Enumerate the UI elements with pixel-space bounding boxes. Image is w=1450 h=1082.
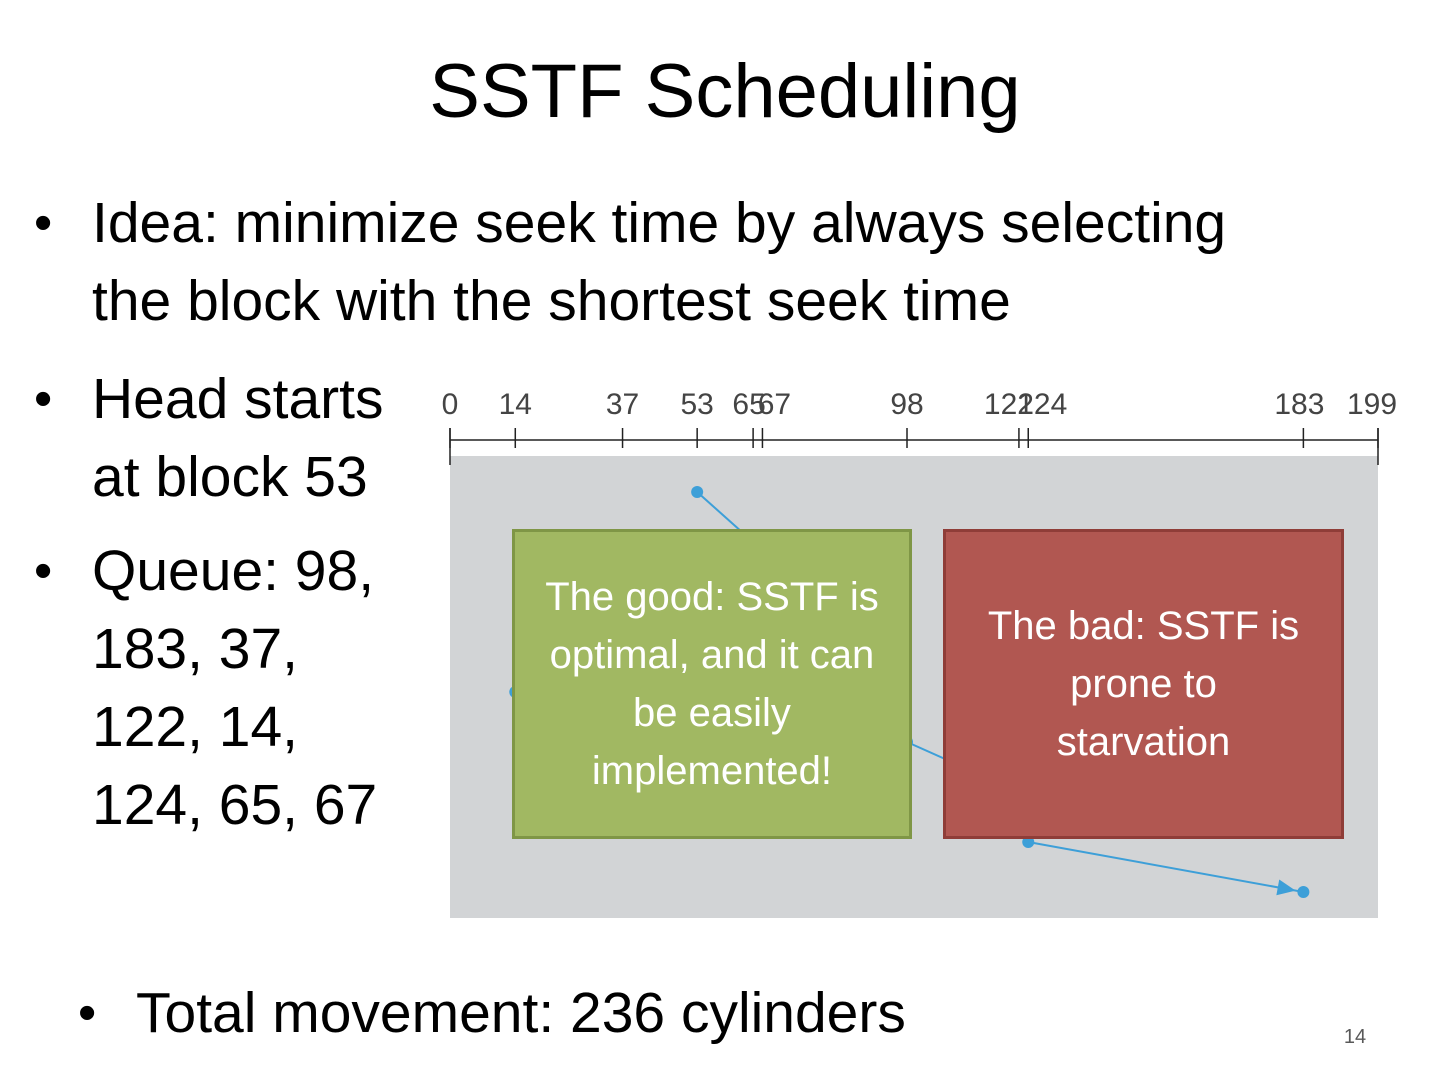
axis-tick-label-183: 183 xyxy=(1274,388,1324,421)
path-point-53 xyxy=(691,486,704,498)
bullet-queue-line-1: Queue: 98, xyxy=(92,539,375,603)
axis-tick-label-98: 98 xyxy=(890,388,923,421)
path-point-183 xyxy=(1297,886,1310,898)
callout-bad-line-3: starvation xyxy=(1056,720,1231,764)
bullet-idea: • Idea: minimize seek time by always sel… xyxy=(34,184,1392,340)
callout-bad: The bad: SSTF is prone to starvation xyxy=(943,529,1344,839)
bullet-idea-line-1: Idea: minimize seek time by always selec… xyxy=(92,191,1227,255)
path-point-124 xyxy=(1022,836,1035,848)
axis-tick-label-122: 122 xyxy=(984,388,1034,421)
bullet-queue-line-4: 124, 65, 67 xyxy=(92,773,378,837)
page-number: 14 xyxy=(1343,1026,1367,1048)
bullet-queue-line-3: 122, 14, xyxy=(92,695,299,759)
axis-tick-label-199: 199 xyxy=(1347,388,1397,421)
axis-tick-label-37: 37 xyxy=(606,388,639,421)
bullet-head-line-1: Head starts xyxy=(92,367,384,431)
bullet-queue: • Queue: 98, 183, 37, 122, 14, 124, 65, … xyxy=(34,532,412,844)
axis-tick-label-53: 53 xyxy=(680,388,713,421)
bullet-queue-line-2: 183, 37, xyxy=(92,617,299,681)
axis-tick-label-124: 124 xyxy=(1017,388,1067,421)
bullet-dot: • xyxy=(34,542,53,600)
callout-good-line-4: implemented! xyxy=(591,749,833,793)
callout-bad-line-1: The bad: SSTF is xyxy=(987,604,1300,648)
bullet-total: • Total movement: 236 cylinders xyxy=(78,974,1136,1052)
slide-title: SSTF Scheduling xyxy=(429,49,1021,134)
callout-good-line-2: optimal, and it can xyxy=(549,633,875,677)
callout-good-line-3: be easily xyxy=(633,691,791,735)
bullet-dot: • xyxy=(78,984,97,1042)
bullet-total-line: Total movement: 236 cylinders xyxy=(136,981,906,1045)
axis-tick-label-65: 65 xyxy=(732,388,765,421)
axis-tick-label-14: 14 xyxy=(499,388,532,421)
callout-good: The good: SSTF is optimal, and it can be… xyxy=(512,529,912,839)
bullet-idea-line-2: the block with the shortest seek time xyxy=(92,269,1011,333)
axis-tick-label-0: 0 xyxy=(442,388,459,421)
path-segment xyxy=(1028,841,1304,893)
bullet-head-start: • Head starts at block 53 xyxy=(34,360,412,516)
bullet-dot: • xyxy=(34,194,53,252)
axis-tick-label-67: 67 xyxy=(758,388,791,421)
path-arrowhead xyxy=(1276,879,1296,896)
callout-good-line-1: The good: SSTF is xyxy=(545,575,879,619)
bullet-head-line-2: at block 53 xyxy=(92,445,368,509)
callout-bad-line-2: prone to xyxy=(1070,662,1217,706)
bullet-dot: • xyxy=(34,370,53,428)
